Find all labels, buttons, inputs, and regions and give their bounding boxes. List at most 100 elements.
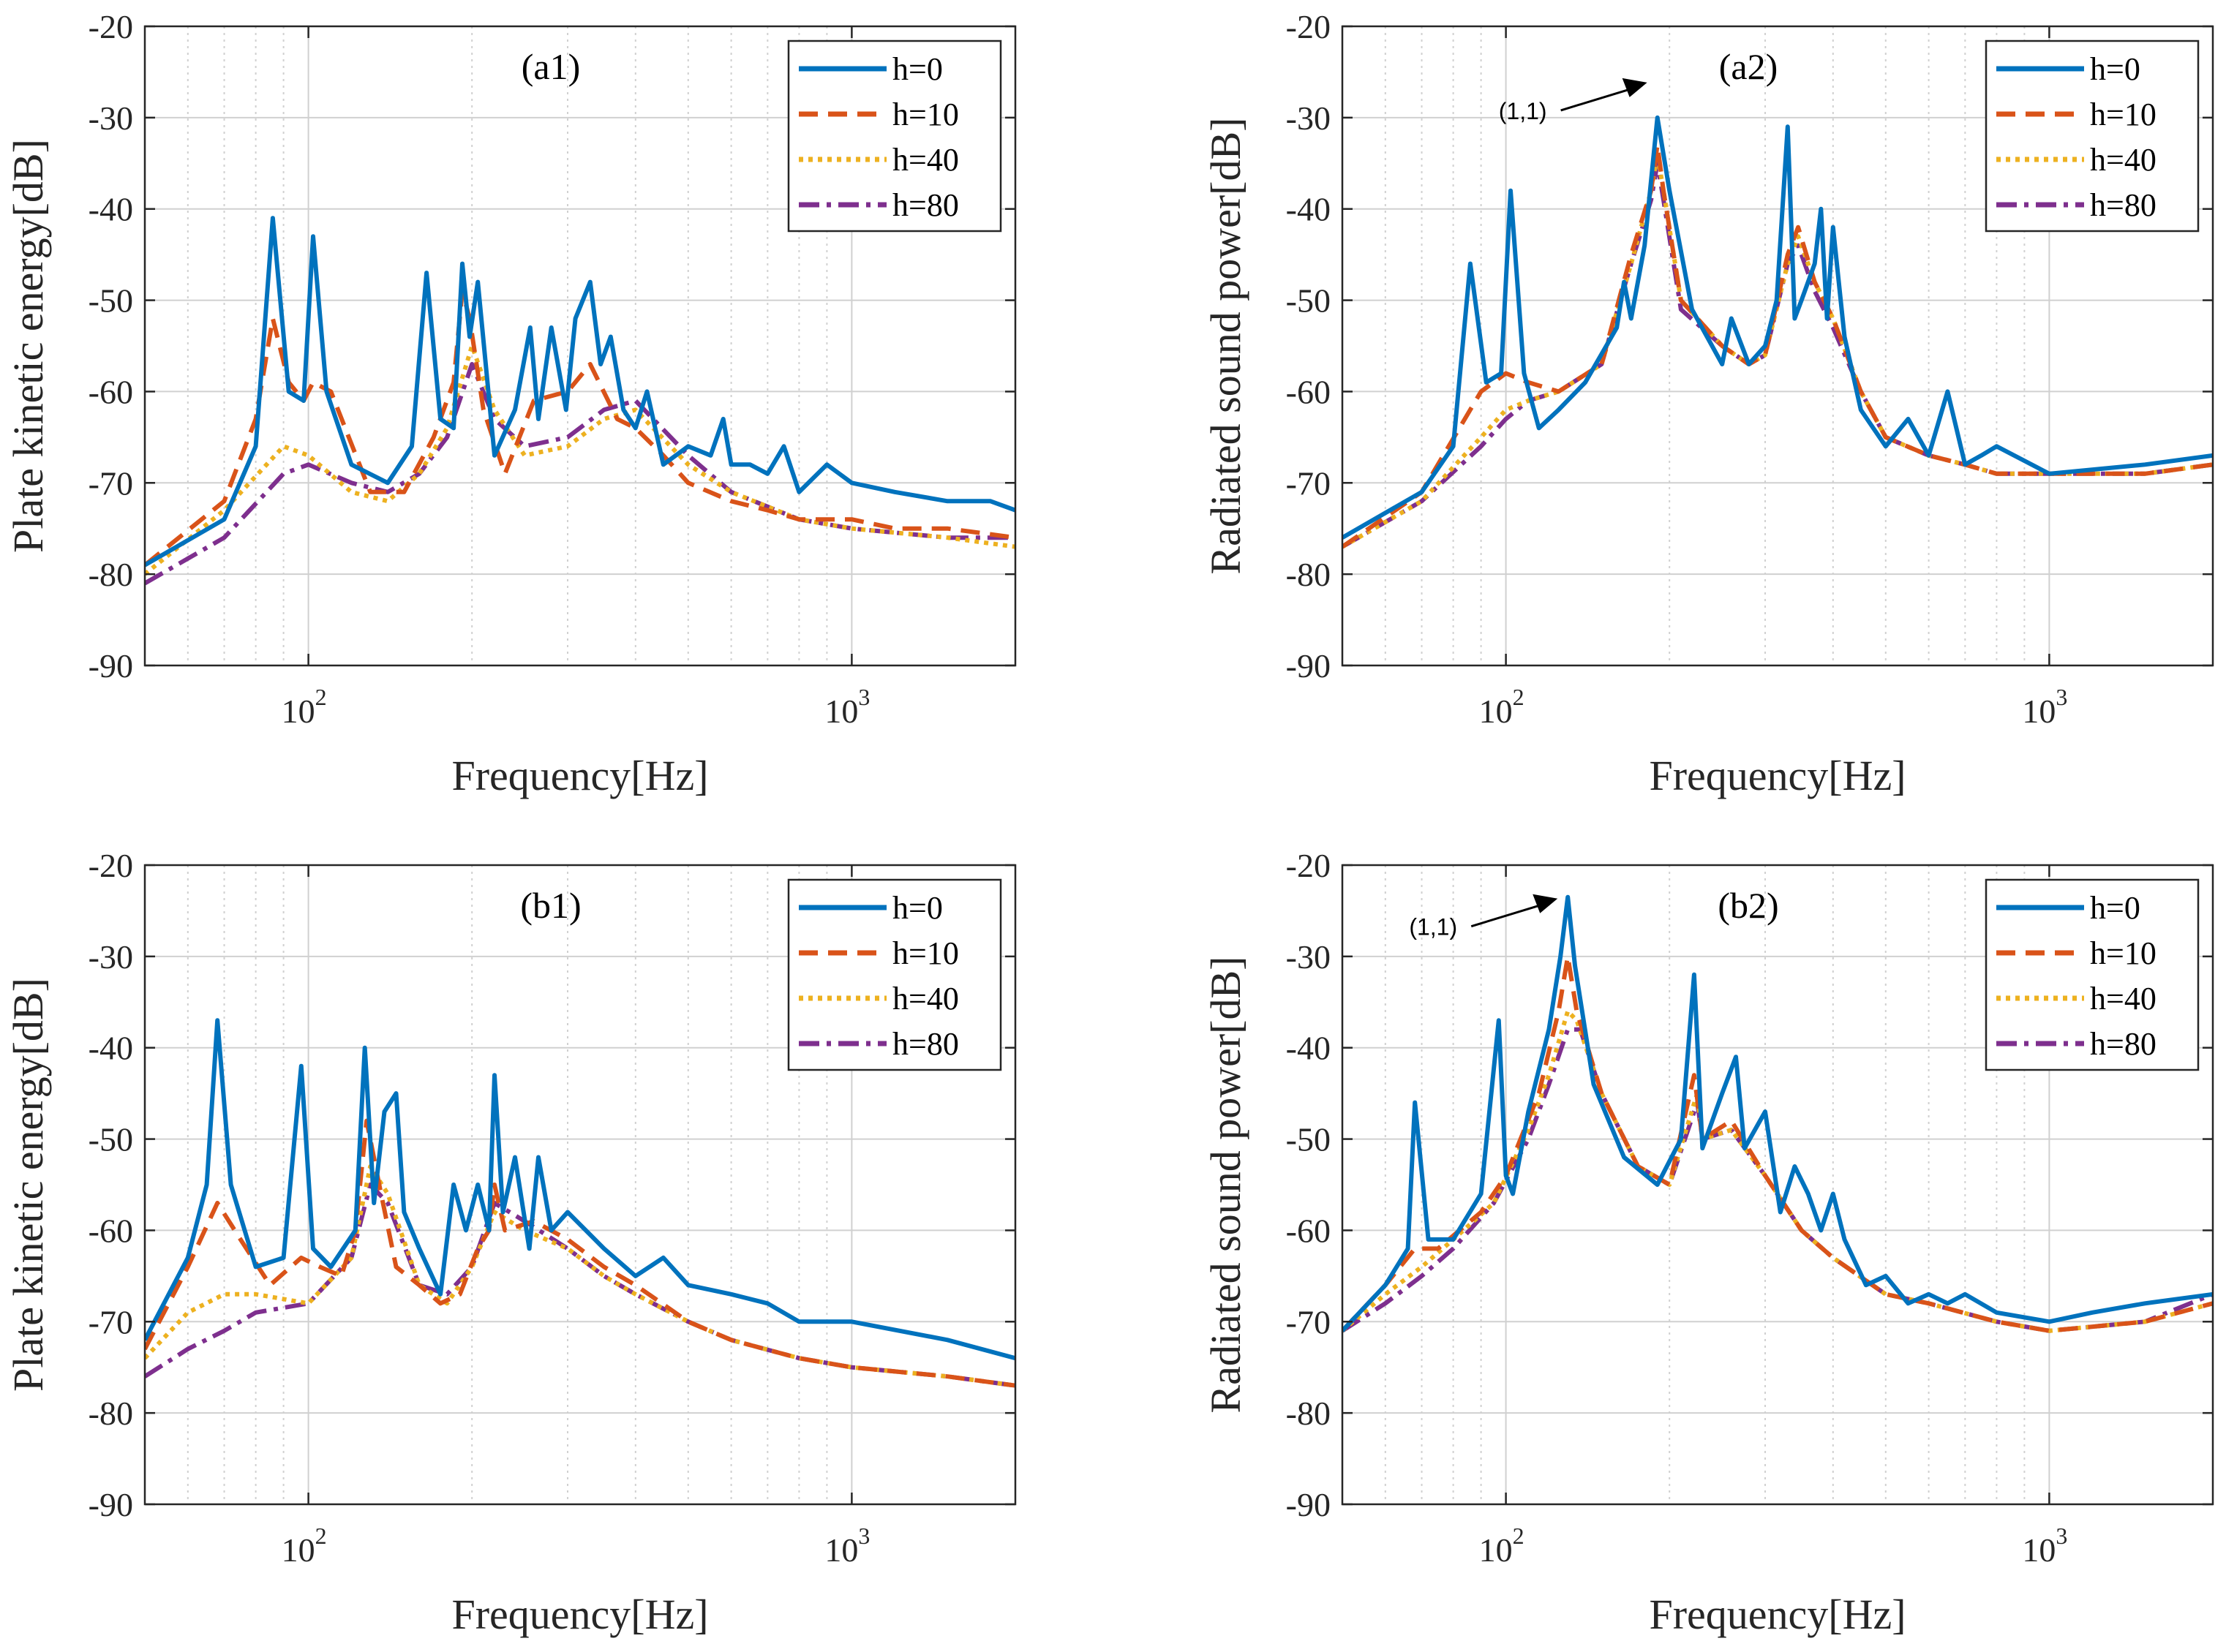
series-line-h0 xyxy=(145,216,1015,567)
legend-label-h10: h=10 xyxy=(2090,97,2157,132)
legend-label-h80: h=80 xyxy=(892,187,959,223)
annotation-arrow-line xyxy=(1470,901,1551,928)
legend-box xyxy=(787,878,1002,1071)
legend-label-h80: h=80 xyxy=(2090,187,2157,223)
series-line-h0 xyxy=(1342,894,2213,1332)
x-tick-exponent: 3 xyxy=(2056,684,2067,710)
y-tick-label: -40 xyxy=(1286,191,1331,228)
y-tick-label: -20 xyxy=(89,8,133,45)
y-tick-label: -30 xyxy=(1286,938,1331,976)
y-tick-label: -60 xyxy=(1286,373,1331,410)
series-line-h0 xyxy=(1342,115,2213,540)
x-tick-exponent: 2 xyxy=(1513,684,1524,710)
legend: h=0 h=10 h=40 h=80 xyxy=(1985,878,2200,1071)
y-axis-label: Radiated sound power[dB] xyxy=(1202,957,1249,1414)
y-tick-label: -30 xyxy=(89,938,133,976)
y-tick-label: -70 xyxy=(1286,464,1331,502)
series-group xyxy=(1342,115,2213,549)
x-axis-label: Frequency[Hz] xyxy=(1649,752,1906,799)
series-group xyxy=(145,1018,1015,1388)
legend-box xyxy=(787,39,1002,233)
annotation-arrow-line xyxy=(1560,85,1641,112)
y-tick-label: -20 xyxy=(1286,847,1331,884)
legend-label-h0: h=0 xyxy=(2090,51,2140,87)
legend-label-h40: h=40 xyxy=(892,142,959,178)
axes-box xyxy=(143,25,1017,667)
y-tick-label: -80 xyxy=(1286,556,1331,593)
y-tick-label: -80 xyxy=(1286,1395,1331,1432)
y-tick-label: -50 xyxy=(1286,282,1331,320)
series-line-h40 xyxy=(1342,1008,2213,1333)
legend-box xyxy=(1985,39,2200,233)
legend-label-h40: h=40 xyxy=(892,981,959,1017)
y-tick-label: -90 xyxy=(89,1486,133,1523)
y-tick-label: -90 xyxy=(1286,647,1331,684)
y-tick-label: -60 xyxy=(1286,1212,1331,1249)
y-tick-label: -50 xyxy=(89,282,133,320)
legend-label-h0: h=0 xyxy=(892,890,943,926)
series-line-h10 xyxy=(1342,954,2213,1333)
series-line-h10 xyxy=(145,1118,1015,1388)
x-tick-exponent: 2 xyxy=(315,1523,327,1549)
x-axis-label: Frequency[Hz] xyxy=(451,1591,708,1638)
y-tick-label: -70 xyxy=(89,1303,133,1340)
legend-label-h80: h=80 xyxy=(2090,1026,2157,1062)
y-tick-label: -40 xyxy=(89,191,133,228)
legend-label-h80: h=80 xyxy=(892,1026,959,1062)
annotation: (1,1) xyxy=(1499,78,1647,124)
y-tick-label: -50 xyxy=(1286,1121,1331,1158)
series-line-h0 xyxy=(145,1018,1015,1361)
y-axis-label: Plate kinetic energy[dB] xyxy=(4,139,52,553)
legend: h=0 h=10 h=40 h=80 xyxy=(787,878,1002,1071)
panel-label: (a1) xyxy=(522,46,581,87)
legend-box xyxy=(1985,878,2200,1071)
y-tick-label: -70 xyxy=(1286,1303,1331,1340)
y-tick-label: -60 xyxy=(89,373,133,410)
legend: h=0 h=10 h=40 h=80 xyxy=(1985,39,2200,233)
axes-box xyxy=(1341,25,2214,667)
panel-label: (a2) xyxy=(1719,46,1778,87)
y-tick-label: -40 xyxy=(89,1030,133,1067)
x-tick-exponent: 2 xyxy=(315,684,327,710)
legend-label-h40: h=40 xyxy=(2090,981,2157,1017)
y-axis-label: Plate kinetic energy[dB] xyxy=(4,978,52,1392)
x-tick-exponent: 3 xyxy=(858,684,870,710)
annotation-text: (1,1) xyxy=(1409,914,1457,940)
x-tick-exponent: 3 xyxy=(2056,1523,2067,1549)
panel-label: (b2) xyxy=(1718,885,1778,926)
y-tick-label: -60 xyxy=(89,1212,133,1249)
legend-label-h40: h=40 xyxy=(2090,142,2157,178)
axes-box xyxy=(1341,864,2214,1506)
x-axis-label: Frequency[Hz] xyxy=(451,752,708,799)
legend-label-h10: h=10 xyxy=(892,935,959,971)
y-tick-label: -20 xyxy=(1286,8,1331,45)
y-tick-label: -30 xyxy=(1286,99,1331,137)
annotation-arrow-head xyxy=(1622,78,1647,97)
series-group xyxy=(1342,894,2213,1333)
y-axis-label: Radiated sound power[dB] xyxy=(1202,118,1249,575)
y-tick-label: -80 xyxy=(89,556,133,593)
y-tick-label: -70 xyxy=(89,464,133,502)
x-tick-exponent: 3 xyxy=(858,1523,870,1549)
x-tick-exponent: 2 xyxy=(1513,1523,1524,1549)
y-tick-label: -80 xyxy=(89,1395,133,1432)
legend-label-h10: h=10 xyxy=(2090,935,2157,971)
x-axis-label: Frequency[Hz] xyxy=(1649,1591,1906,1638)
series-group xyxy=(145,216,1015,586)
y-tick-label: -90 xyxy=(89,647,133,684)
y-tick-label: -90 xyxy=(1286,1486,1331,1523)
annotation-text: (1,1) xyxy=(1499,98,1547,124)
legend: h=0 h=10 h=40 h=80 xyxy=(787,39,1002,233)
legend-label-h0: h=0 xyxy=(2090,890,2140,926)
legend-label-h0: h=0 xyxy=(892,51,943,87)
panel-label: (b1) xyxy=(520,885,581,926)
annotation-arrow-head xyxy=(1533,894,1558,913)
y-tick-label: -50 xyxy=(89,1121,133,1158)
y-tick-label: -20 xyxy=(89,847,133,884)
y-tick-label: -40 xyxy=(1286,1030,1331,1067)
y-tick-label: -30 xyxy=(89,99,133,137)
series-line-h80 xyxy=(145,362,1015,586)
